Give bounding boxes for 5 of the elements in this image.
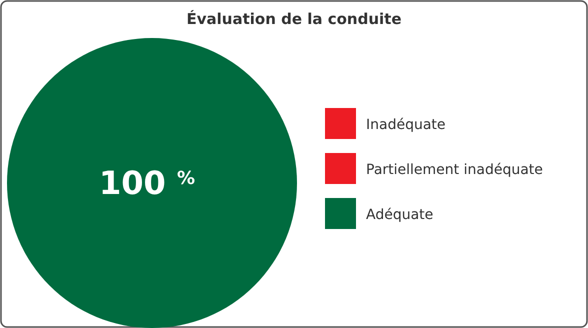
legend-label: Partiellement inadéquate xyxy=(366,162,543,178)
legend-label: Inadéquate xyxy=(366,117,446,133)
data-label: 100 $^{%}$ xyxy=(99,164,195,202)
legend-label: Adéquate xyxy=(366,207,434,223)
chart-title: Évaluation de la conduite xyxy=(186,10,402,28)
